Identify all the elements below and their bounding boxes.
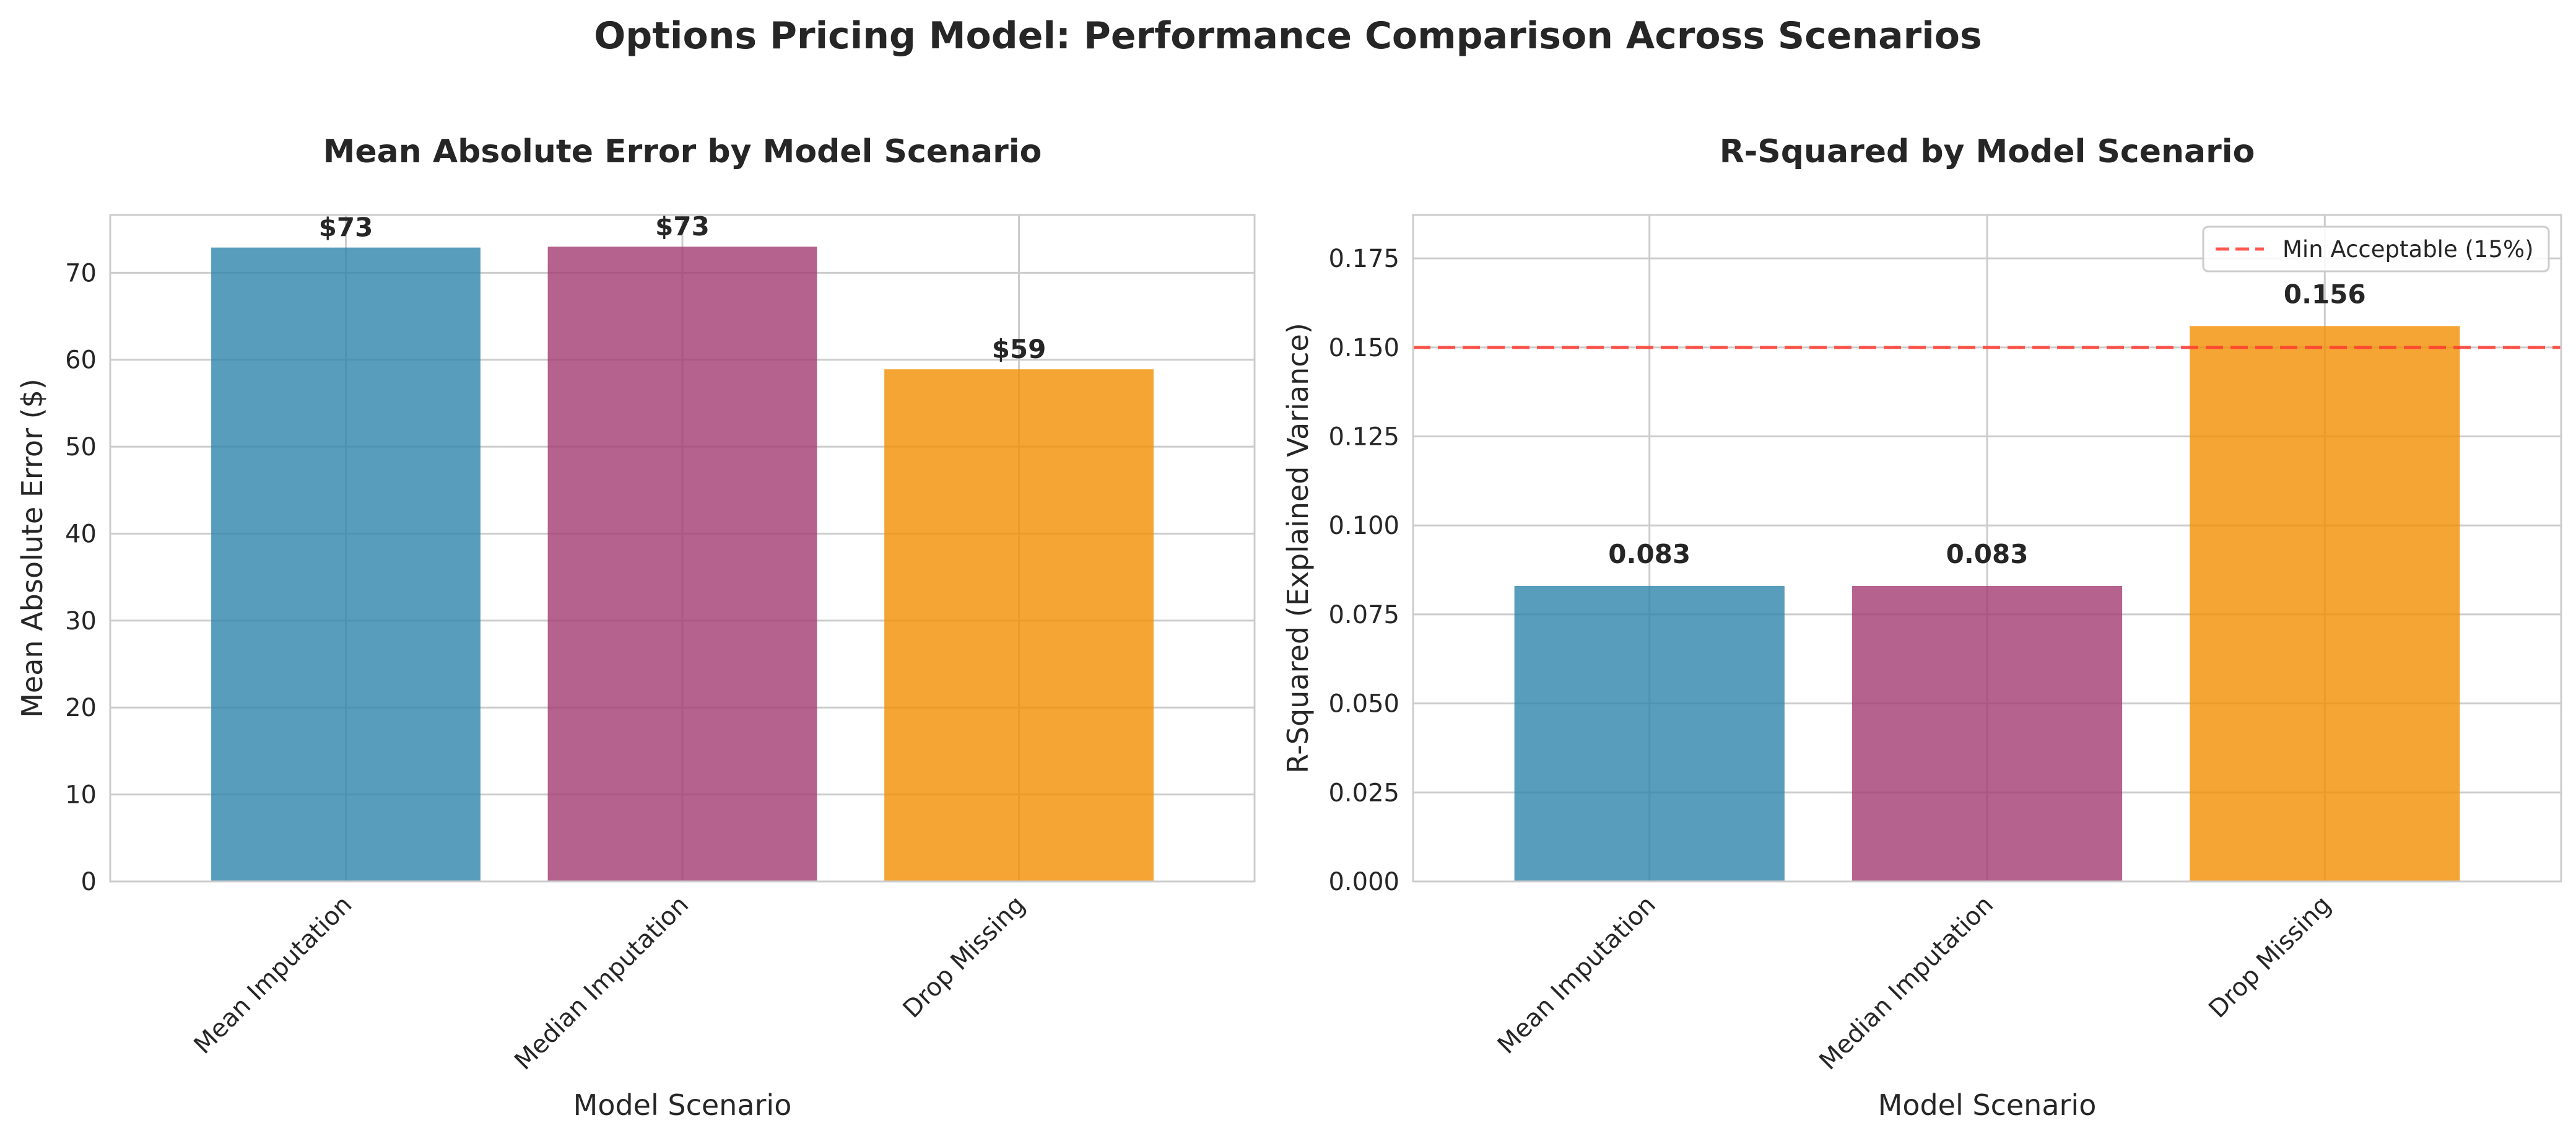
- y-tick-label: 20: [65, 694, 97, 722]
- r-squared-chart: 0.000 0.025 0.050 0.075 0.100 0.125 0.150 0.175…: [1281, 133, 2562, 1122]
- mae-chart: 0 10 20 30 40 50 60 70 $73 $73 $59 Mean Imputation M…: [15, 133, 1256, 1122]
- y-tick-label: 0.000: [1328, 868, 1399, 896]
- y-tick-label: 0.100: [1328, 512, 1399, 540]
- data-label: $73: [655, 211, 710, 242]
- y-tick-label: 0.175: [1328, 245, 1399, 273]
- y-tick-label: 40: [65, 520, 97, 548]
- x-tick-label: Median Imputation: [509, 891, 694, 1076]
- bar-drop-missing: [2190, 326, 2460, 881]
- data-label: 0.083: [1946, 539, 2029, 569]
- y-tick-label: 30: [65, 607, 97, 636]
- y-axis-label: R-Squared (Explained Variance): [1281, 323, 1315, 774]
- y-tick-label: 0.050: [1328, 690, 1399, 719]
- y-tick-label: 0.025: [1328, 779, 1399, 807]
- x-axis-label: Model Scenario: [1878, 1088, 2097, 1122]
- legend: Min Acceptable (15%): [2202, 225, 2550, 273]
- bar-median-imputation: [1852, 585, 2123, 881]
- y-tick-label: 0: [81, 868, 97, 896]
- data-label: 0.083: [1608, 539, 1690, 569]
- y-tick-label: 70: [65, 259, 97, 287]
- data-label: $59: [992, 334, 1046, 364]
- y-tick-label: 0.075: [1328, 601, 1399, 629]
- axes-frame: [109, 214, 1256, 883]
- figure-title: Options Pricing Model: Performance Compa…: [594, 14, 1982, 58]
- data-label: 0.156: [2284, 279, 2366, 309]
- x-tick-label: Median Imputation: [1814, 891, 1999, 1076]
- subplot-title: R-Squared by Model Scenario: [1720, 133, 2255, 170]
- bar-mean-imputation: [1514, 585, 1785, 881]
- x-axis-label: Model Scenario: [573, 1088, 792, 1122]
- x-tick-label: Drop Missing: [2203, 891, 2336, 1024]
- bar-median-imputation: [547, 247, 817, 882]
- bar-mean-imputation: [211, 247, 481, 882]
- legend-box: [2202, 225, 2550, 273]
- x-tick-label: Mean Imputation: [1492, 891, 1661, 1060]
- legend-label: Min Acceptable (15%): [2282, 236, 2534, 263]
- data-label: $73: [319, 212, 373, 243]
- axes-frame: [1412, 214, 2562, 883]
- y-tick-label: 60: [65, 346, 97, 375]
- y-tick-label: 0.125: [1328, 423, 1399, 452]
- y-tick-label: 0.150: [1328, 334, 1399, 362]
- x-tick-label: Mean Imputation: [189, 891, 358, 1060]
- x-tick-label: Drop Missing: [898, 891, 1031, 1024]
- subplot-title: Mean Absolute Error by Model Scenario: [323, 133, 1042, 170]
- y-axis-label: Mean Absolute Error ($): [15, 378, 49, 718]
- bar-drop-missing: [884, 369, 1154, 881]
- y-tick-label: 50: [65, 433, 97, 461]
- y-tick-label: 10: [65, 781, 97, 810]
